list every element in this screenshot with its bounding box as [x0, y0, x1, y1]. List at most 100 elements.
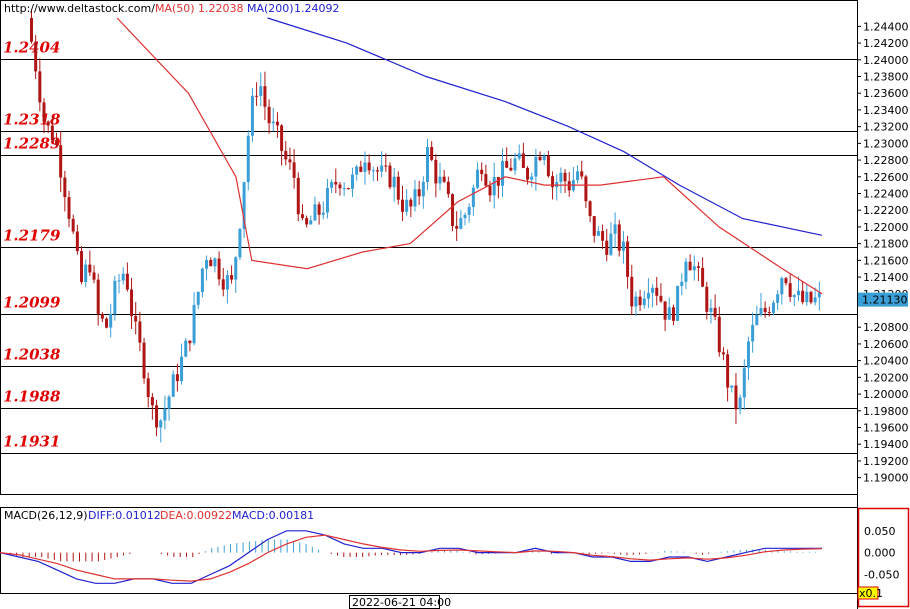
- candle-body: [259, 86, 263, 96]
- macd-dea-line: [0, 534, 823, 582]
- candle-body: [71, 218, 75, 232]
- candle-body: [667, 307, 671, 320]
- moving-average-lines: [116, 17, 823, 295]
- price-tick-label: 1.22000: [863, 221, 909, 234]
- price-tick-label: 1.20000: [863, 388, 909, 401]
- macd-dea-value: DEA:0.00922: [160, 509, 232, 522]
- candle-body: [150, 397, 154, 406]
- candle-body: [288, 159, 292, 163]
- candle-body: [192, 304, 196, 344]
- macd-axis-frame[interactable]: [857, 507, 910, 608]
- candle-body: [30, 18, 33, 42]
- candle-body: [359, 166, 363, 172]
- level-label: 1.2099: [3, 294, 61, 312]
- candle-body: [284, 150, 288, 160]
- candle-body: [513, 158, 517, 171]
- candle-body: [242, 182, 246, 229]
- ma50-line: [116, 17, 823, 295]
- candle-body: [342, 188, 346, 190]
- level-label: 1.2318: [3, 111, 61, 129]
- level-label: 1.1988: [3, 388, 61, 406]
- candle-body: [642, 298, 646, 306]
- ma50-label: MA(50): [155, 2, 195, 15]
- candle-body: [792, 295, 796, 297]
- candle-body: [409, 199, 413, 207]
- candle-body: [463, 214, 467, 219]
- candle-body: [267, 106, 271, 124]
- candle-body: [534, 156, 538, 177]
- candle-body: [305, 218, 309, 225]
- candle-body: [651, 287, 655, 293]
- candle-body: [346, 188, 350, 190]
- price-tick-label: 1.19200: [863, 455, 909, 468]
- candle-body: [442, 176, 446, 182]
- candle-body: [292, 162, 296, 178]
- candle-body: [634, 296, 638, 307]
- candle-body: [184, 340, 188, 357]
- candle-body: [717, 316, 721, 353]
- candle-body: [413, 189, 417, 207]
- candle-body: [175, 374, 179, 382]
- candle-body: [421, 182, 425, 197]
- price-tick-label: 1.22200: [863, 204, 909, 217]
- candle-body: [238, 228, 242, 258]
- price-tick-label: 1.19400: [863, 438, 909, 451]
- candle-body: [67, 197, 71, 219]
- price-tick-label: 1.23800: [863, 71, 909, 84]
- candle-body: [455, 225, 459, 229]
- macd-tick-label: -0.050: [864, 569, 899, 582]
- candle-body: [776, 294, 780, 303]
- macd-axis: 0.050 0.000 -0.050: [864, 525, 899, 582]
- candle-body: [250, 95, 254, 136]
- candle-body: [713, 307, 717, 317]
- ma200-label: MA(200): [247, 2, 294, 15]
- macd-diff-value: DIFF:0.01012: [88, 509, 161, 522]
- price-tick-label: 1.20400: [863, 355, 909, 368]
- candle-body: [726, 354, 730, 388]
- price-tick-label: 1.21600: [863, 254, 909, 267]
- candle-body: [546, 155, 550, 177]
- candle-body: [375, 170, 379, 172]
- price-tick-label: 1.24000: [863, 54, 909, 67]
- price-tick-label: 1.23200: [863, 121, 909, 134]
- candle-body: [542, 155, 546, 161]
- candle-body: [480, 169, 484, 175]
- macd-label: MACD(26,12,9): [4, 509, 88, 522]
- candle-body: [388, 165, 392, 188]
- macd-series: [0, 530, 823, 584]
- candle-body: [405, 199, 409, 212]
- candle-body: [488, 185, 492, 196]
- candle-body: [59, 145, 63, 178]
- candle-body: [817, 292, 821, 298]
- zoom-badge[interactable]: x0.1: [859, 587, 883, 600]
- candle-body: [705, 286, 709, 312]
- current-price-label: 1.21130: [862, 294, 908, 307]
- current-price-badge: [858, 292, 908, 307]
- candle-body: [780, 278, 784, 295]
- candle-body: [246, 135, 250, 183]
- price-tick-label: 1.23400: [863, 104, 909, 117]
- candle-body: [746, 341, 750, 368]
- candle-body: [526, 167, 530, 180]
- candle-body: [63, 177, 67, 198]
- ma200-value: 1.24092: [294, 2, 340, 15]
- candle-body: [234, 257, 238, 280]
- candle-body: [130, 289, 134, 317]
- candle-body: [446, 181, 450, 195]
- candle-body: [113, 280, 117, 315]
- candle-body: [567, 181, 571, 191]
- candle-body: [275, 121, 279, 126]
- candle-body: [392, 176, 396, 188]
- candle-body: [521, 153, 525, 168]
- zoom-badge-box[interactable]: [857, 586, 879, 600]
- candle-body: [213, 258, 217, 267]
- candle-body: [46, 121, 50, 126]
- candle-body: [330, 181, 334, 188]
- candle-body: [538, 156, 542, 161]
- candle-body: [196, 292, 200, 305]
- candle-body: [788, 283, 792, 297]
- candle-body: [805, 291, 809, 303]
- time-label: 2022-06-21 04:00: [352, 596, 451, 609]
- candle-body: [96, 279, 100, 315]
- candle-body: [663, 301, 667, 320]
